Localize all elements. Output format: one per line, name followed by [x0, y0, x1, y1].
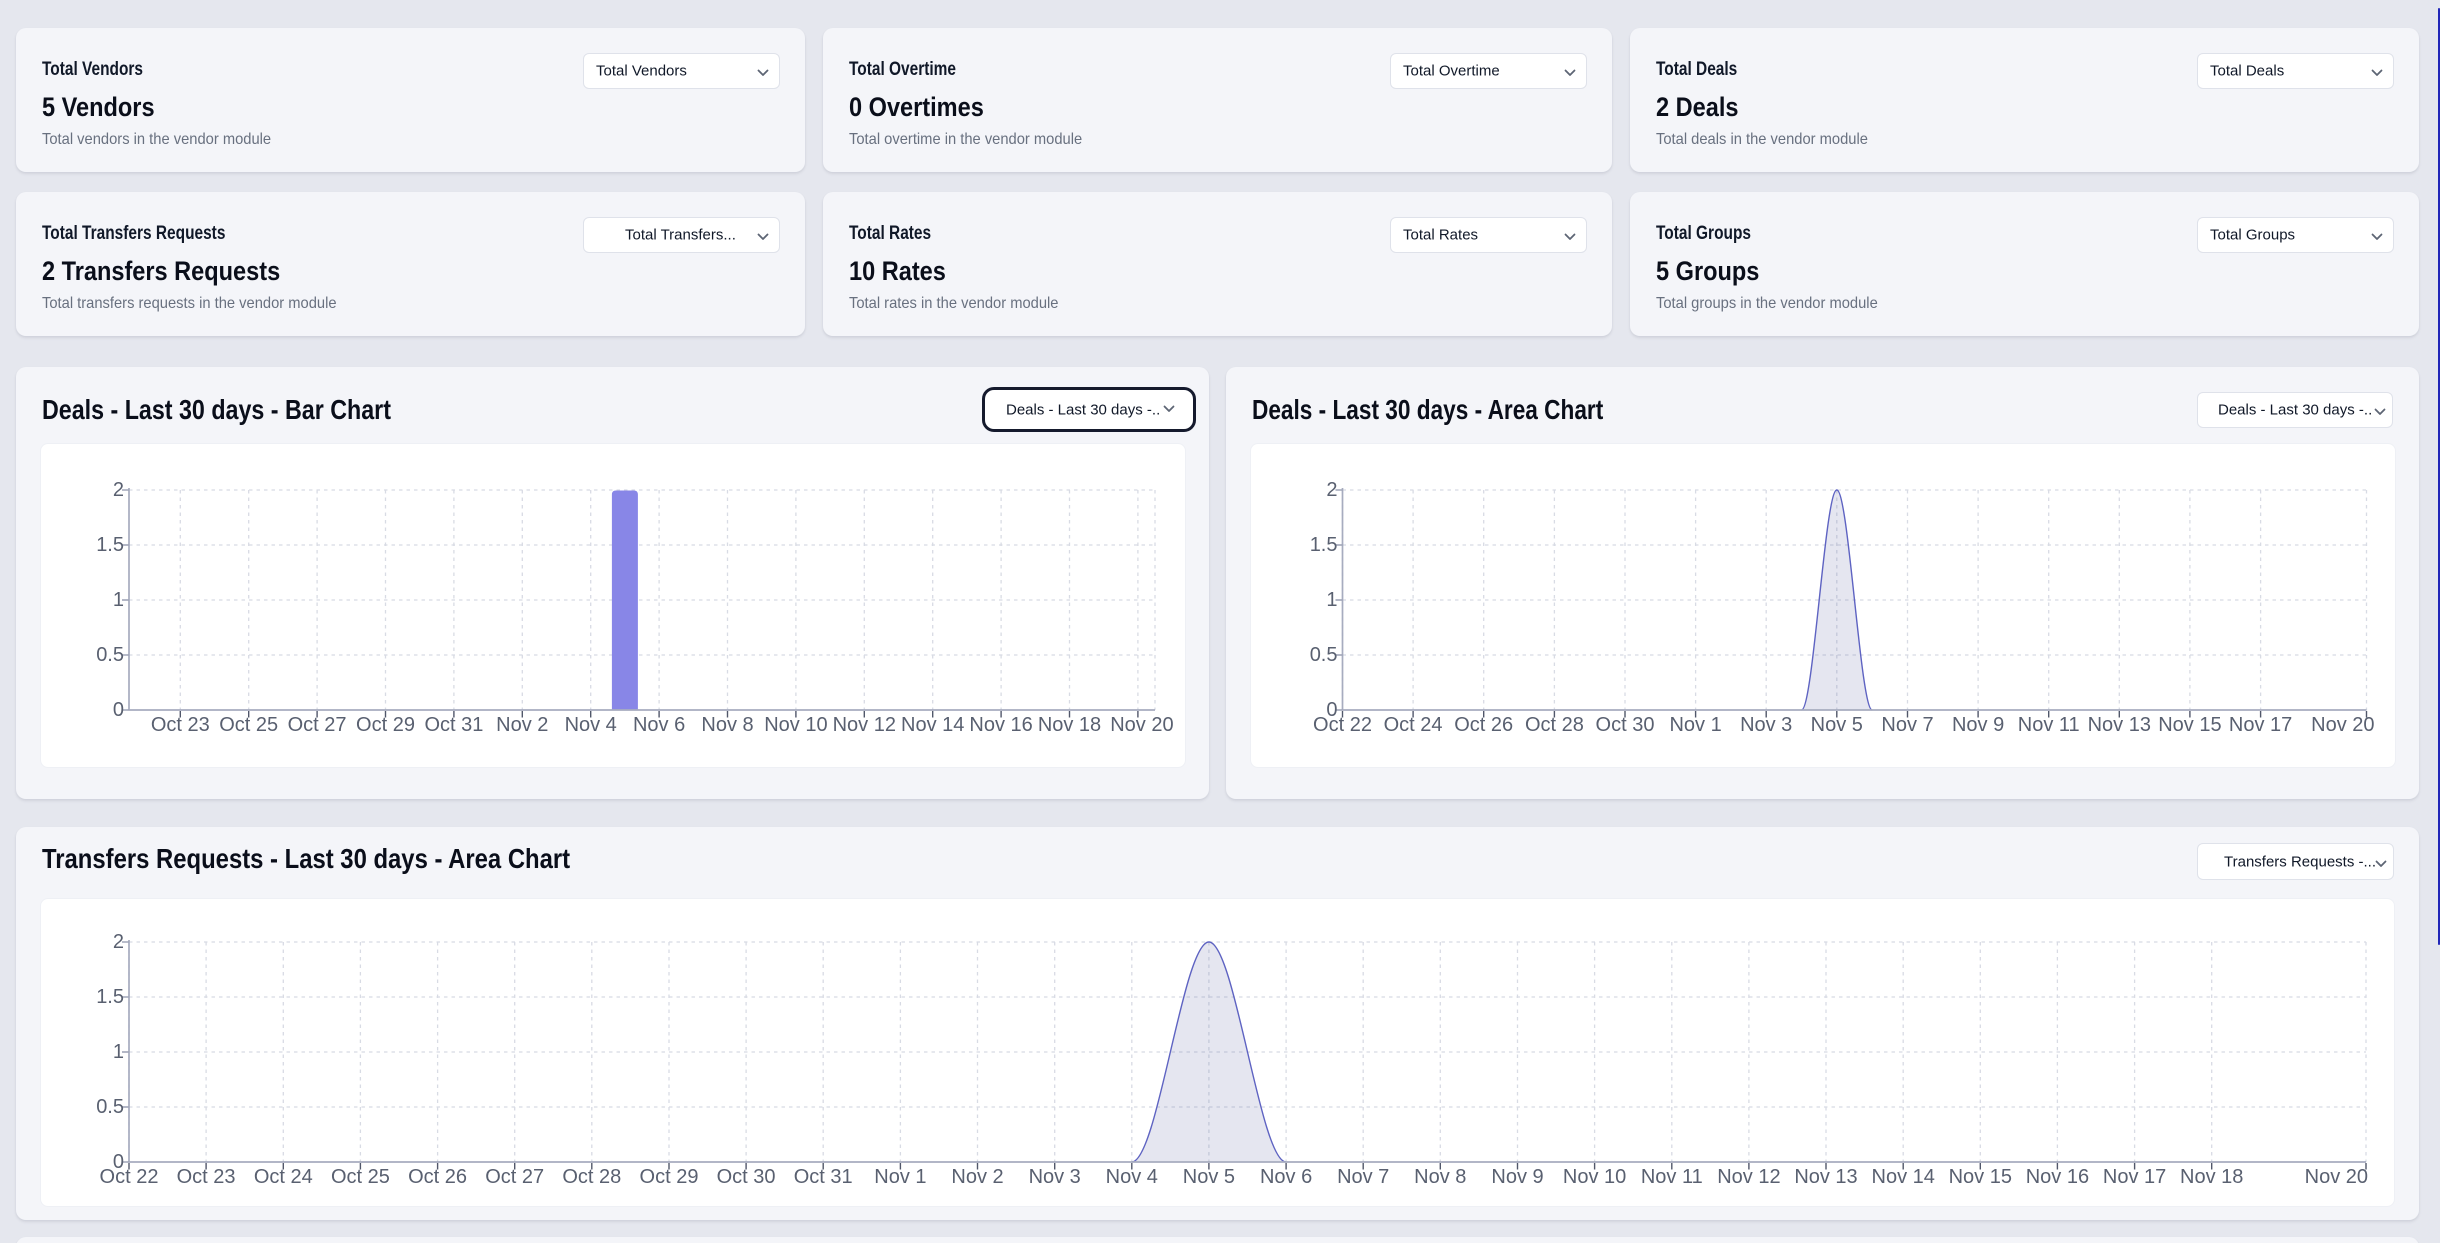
- svg-text:Nov 17: Nov 17: [2229, 714, 2292, 736]
- svg-text:Nov 12: Nov 12: [833, 714, 896, 736]
- svg-text:1.5: 1.5: [96, 534, 124, 556]
- svg-text:Nov 8: Nov 8: [1414, 1166, 1466, 1188]
- svg-text:Nov 15: Nov 15: [1949, 1166, 2012, 1188]
- svg-text:Oct 29: Oct 29: [640, 1166, 699, 1188]
- svg-text:Oct 26: Oct 26: [408, 1166, 467, 1188]
- svg-text:Nov 14: Nov 14: [1872, 1166, 1935, 1188]
- svg-text:Oct 28: Oct 28: [562, 1166, 621, 1188]
- svg-text:Nov 4: Nov 4: [1106, 1166, 1158, 1188]
- svg-text:Oct 26: Oct 26: [1454, 714, 1513, 736]
- svg-text:Oct 25: Oct 25: [331, 1166, 390, 1188]
- svg-text:Nov 7: Nov 7: [1337, 1166, 1389, 1188]
- svg-text:1: 1: [113, 1041, 124, 1063]
- svg-text:Nov 3: Nov 3: [1740, 714, 1792, 736]
- svg-text:0.5: 0.5: [96, 1096, 124, 1118]
- svg-text:0.5: 0.5: [1310, 644, 1338, 666]
- svg-text:Oct 24: Oct 24: [1384, 714, 1443, 736]
- svg-text:Nov 10: Nov 10: [1563, 1166, 1626, 1188]
- svg-text:Oct 22: Oct 22: [100, 1166, 159, 1188]
- svg-text:Oct 29: Oct 29: [356, 714, 415, 736]
- svg-text:Nov 18: Nov 18: [2180, 1166, 2243, 1188]
- svg-text:0.5: 0.5: [96, 644, 124, 666]
- svg-text:Nov 11: Nov 11: [1641, 1166, 1703, 1188]
- svg-text:Oct 22: Oct 22: [1313, 714, 1372, 736]
- svg-text:Nov 14: Nov 14: [901, 714, 964, 736]
- svg-text:Nov 18: Nov 18: [1038, 714, 1101, 736]
- svg-text:Nov 17: Nov 17: [2103, 1166, 2166, 1188]
- svg-text:Oct 27: Oct 27: [485, 1166, 544, 1188]
- svg-text:Oct 24: Oct 24: [254, 1166, 313, 1188]
- svg-text:Nov 4: Nov 4: [565, 714, 617, 736]
- svg-text:Nov 13: Nov 13: [1794, 1166, 1857, 1188]
- svg-text:Nov 15: Nov 15: [2158, 714, 2221, 736]
- svg-text:Nov 6: Nov 6: [1260, 1166, 1312, 1188]
- svg-text:Oct 31: Oct 31: [794, 1166, 853, 1188]
- svg-text:Nov 1: Nov 1: [874, 1166, 926, 1188]
- svg-text:Nov 9: Nov 9: [1952, 714, 2004, 736]
- svg-text:Nov 10: Nov 10: [764, 714, 827, 736]
- svg-text:2: 2: [1326, 479, 1337, 501]
- svg-text:Nov 2: Nov 2: [951, 1166, 1003, 1188]
- svg-text:Nov 20: Nov 20: [2305, 1166, 2368, 1188]
- svg-text:Nov 16: Nov 16: [2026, 1166, 2089, 1188]
- svg-text:1: 1: [113, 589, 124, 611]
- svg-text:Oct 30: Oct 30: [1596, 714, 1655, 736]
- svg-text:Nov 5: Nov 5: [1811, 714, 1863, 736]
- svg-text:Oct 25: Oct 25: [219, 714, 278, 736]
- svg-text:Nov 5: Nov 5: [1183, 1166, 1235, 1188]
- svg-text:Nov 16: Nov 16: [969, 714, 1032, 736]
- svg-text:Nov 3: Nov 3: [1029, 1166, 1081, 1188]
- svg-text:Nov 12: Nov 12: [1717, 1166, 1780, 1188]
- svg-text:Oct 23: Oct 23: [177, 1166, 236, 1188]
- svg-text:2: 2: [113, 931, 124, 953]
- svg-text:Nov 20: Nov 20: [1110, 714, 1173, 736]
- svg-text:Nov 9: Nov 9: [1491, 1166, 1543, 1188]
- svg-text:Oct 28: Oct 28: [1525, 714, 1584, 736]
- svg-text:1.5: 1.5: [96, 986, 124, 1008]
- svg-text:Nov 20: Nov 20: [2311, 714, 2374, 736]
- svg-text:Nov 2: Nov 2: [496, 714, 548, 736]
- svg-text:0: 0: [113, 699, 124, 721]
- svg-text:Nov 6: Nov 6: [633, 714, 685, 736]
- svg-text:Nov 8: Nov 8: [701, 714, 753, 736]
- svg-text:0: 0: [1326, 699, 1337, 721]
- svg-text:Nov 7: Nov 7: [1881, 714, 1933, 736]
- svg-text:Oct 30: Oct 30: [717, 1166, 776, 1188]
- svg-text:Oct 27: Oct 27: [288, 714, 347, 736]
- svg-text:Oct 23: Oct 23: [151, 714, 210, 736]
- svg-text:2: 2: [113, 479, 124, 501]
- svg-text:1: 1: [1326, 589, 1337, 611]
- svg-text:1.5: 1.5: [1310, 534, 1338, 556]
- svg-text:Oct 31: Oct 31: [424, 714, 483, 736]
- svg-text:0: 0: [113, 1151, 124, 1173]
- svg-text:Nov 13: Nov 13: [2088, 714, 2151, 736]
- svg-text:Nov 1: Nov 1: [1669, 714, 1721, 736]
- svg-text:Nov 11: Nov 11: [2018, 714, 2080, 736]
